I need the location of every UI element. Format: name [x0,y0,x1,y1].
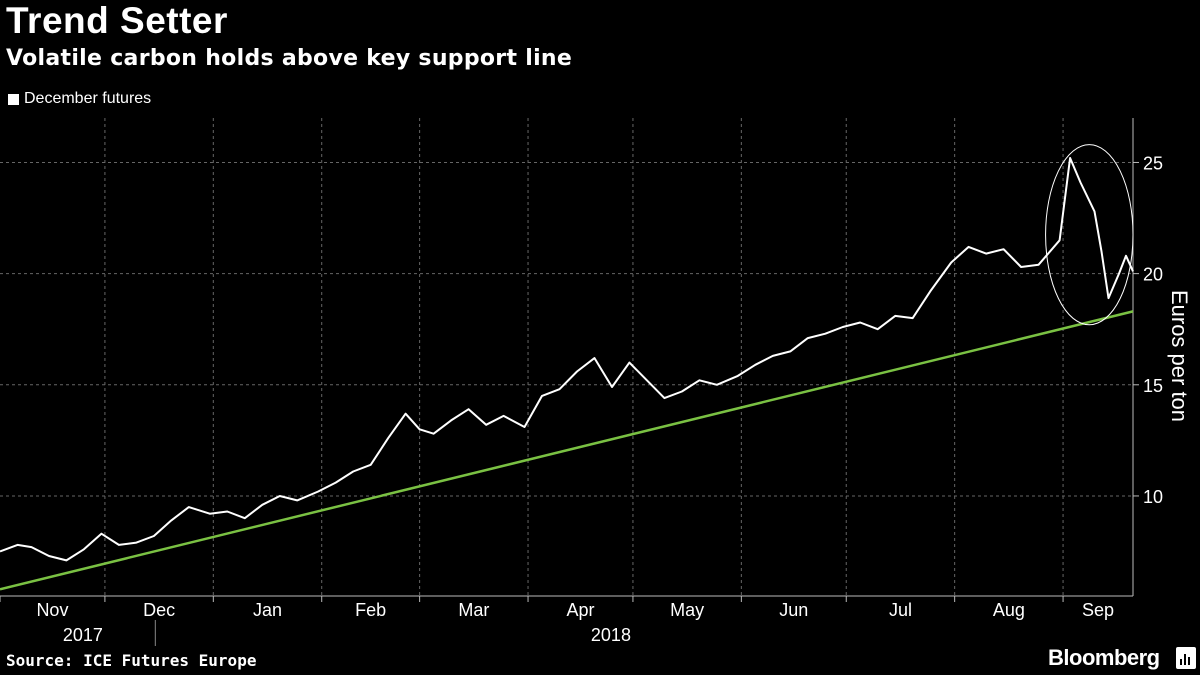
x-tick-label: Sep [1082,600,1114,620]
y-axis-title: Euros per ton [1167,290,1192,422]
x-tick-label: Jun [779,600,808,620]
y-tick-label: 10 [1143,487,1163,507]
series-line-december-futures [0,158,1133,560]
x-year-label: 2017 [63,625,103,645]
source-note: Source: ICE Futures Europe [6,651,256,670]
x-tick-label: Apr [566,600,594,620]
bloomberg-chart-icon [1176,647,1196,669]
y-tick-label: 25 [1143,153,1163,173]
x-year-label: 2018 [591,625,631,645]
x-tick-label: May [670,600,704,620]
bloomberg-logo: Bloomberg [1048,645,1160,671]
x-tick-label: Feb [355,600,386,620]
highlight-ellipse [1046,145,1133,325]
x-tick-label: Mar [458,600,489,620]
trendline [0,311,1133,589]
x-tick-label: Aug [993,600,1025,620]
x-tick-label: Dec [143,600,175,620]
x-tick-label: Jan [253,600,282,620]
y-tick-label: 15 [1143,376,1163,396]
y-tick-label: 20 [1143,265,1163,285]
x-tick-label: Nov [36,600,68,620]
line-chart: 10 15 20 25 Nov Dec Jan Feb Mar Apr May Jun Jul Aug Se… [0,0,1200,675]
x-tick-label: Jul [889,600,912,620]
